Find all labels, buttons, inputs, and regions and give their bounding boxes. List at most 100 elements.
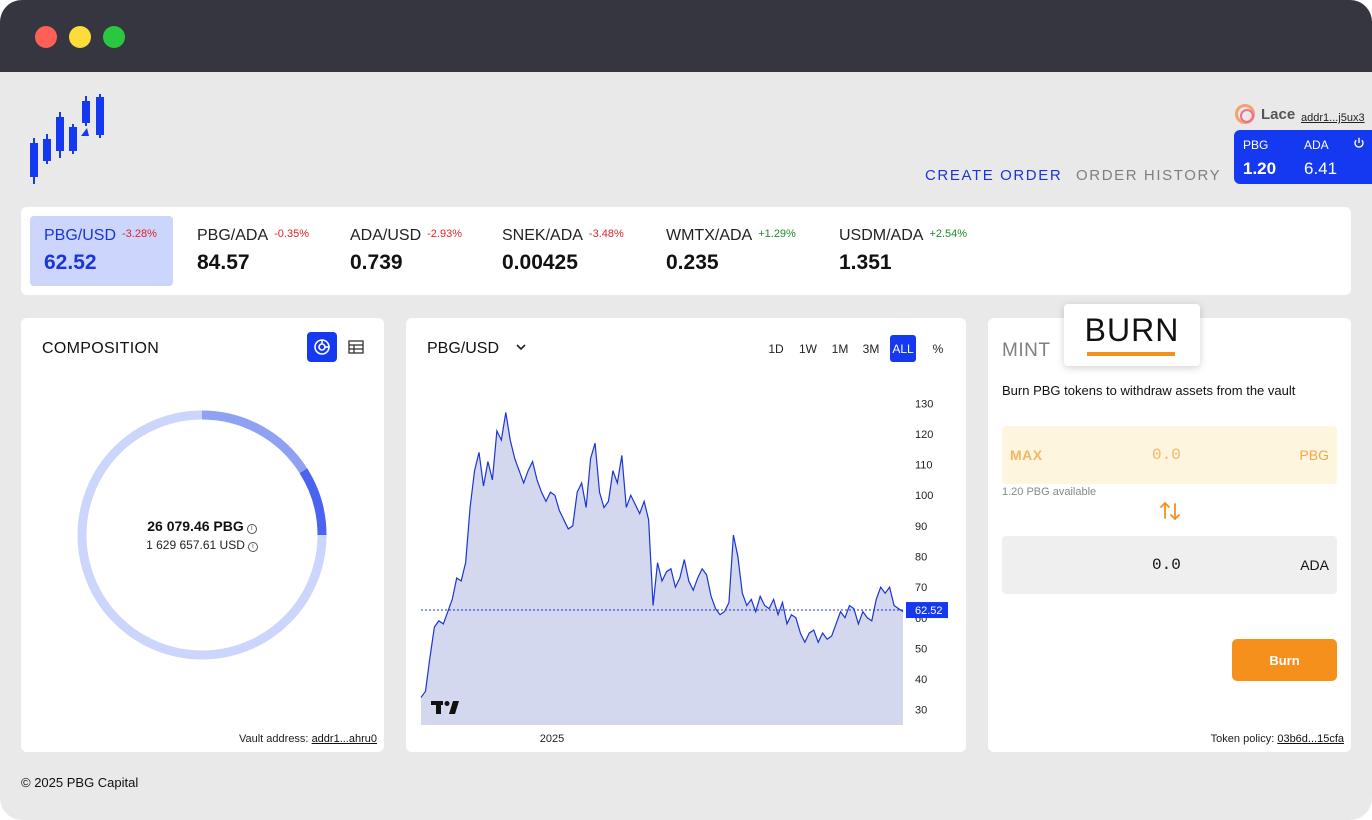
ticker-pair: SNEK/ADA	[502, 227, 583, 244]
donut-segment-1[interactable]	[299, 468, 327, 536]
current-price-label: 62.52	[915, 605, 943, 617]
timeframe-all-button[interactable]: ALL	[890, 335, 916, 362]
tab-burn-label: BURN	[1084, 312, 1180, 348]
chevron-down-icon[interactable]	[514, 340, 528, 354]
output-token-label: ADA	[1300, 557, 1329, 573]
vault-address-link[interactable]: addr1...ahru0	[311, 733, 377, 745]
composition-donut-chart[interactable]	[73, 406, 331, 664]
ticker-pair: WMTX/ADA	[666, 227, 753, 244]
ticker-pbg-usd[interactable]: PBG/USD -3.28% 62.52	[30, 216, 173, 286]
ticker-pair: PBG/ADA	[197, 227, 269, 244]
available-balance: 1.20 PBG available	[1002, 486, 1097, 498]
total-pbg-value: 26 079.46 PBG	[147, 518, 244, 534]
vault-address: Vault address: addr1...ahru0	[239, 733, 377, 745]
x-tick-label: 2025	[540, 733, 564, 745]
nav-create-order[interactable]: CREATE ORDER	[925, 167, 1063, 184]
timeframe-1m-button[interactable]: 1M	[831, 341, 849, 356]
footer-copyright: © 2025 PBG Capital	[21, 775, 139, 790]
tab-burn[interactable]: BURN	[1064, 304, 1200, 366]
active-tab-underline	[1087, 352, 1175, 356]
wallet-balance-panel: PBG ADA 1.20 6.41	[1234, 130, 1372, 184]
donut-view-button[interactable]	[307, 332, 337, 362]
burn-button[interactable]: Burn	[1232, 639, 1337, 681]
current-price-tag	[906, 602, 948, 619]
wallet-token-2-label: ADA	[1304, 138, 1329, 152]
ticker-pair: PBG/USD	[44, 227, 117, 244]
y-tick-label: 120	[915, 429, 933, 441]
y-tick-label: 50	[915, 643, 927, 655]
ticker-price: 0.235	[666, 251, 719, 274]
ticker-wmtx-ada[interactable]: WMTX/ADA +1.29% 0.235	[666, 216, 796, 286]
table-view-button[interactable]	[343, 332, 369, 362]
ticker-usdm-ada[interactable]: USDM/ADA +2.54% 1.351	[839, 216, 967, 286]
ticker-change: -3.28%	[122, 228, 157, 240]
receive-output-value: 0.0	[1152, 556, 1181, 574]
token-policy-label: Token policy:	[1210, 733, 1275, 745]
power-icon[interactable]	[1353, 137, 1365, 149]
ticker-change: +2.54%	[929, 228, 968, 240]
title-bar	[0, 0, 1372, 72]
maximize-window-button[interactable]	[103, 26, 125, 48]
token-policy: Token policy: 03b6d...15cfa	[1211, 733, 1344, 745]
wallet-token-1-label: PBG	[1243, 138, 1269, 152]
token-policy-link[interactable]: 03b6d...15cfa	[1277, 733, 1344, 745]
ticker-change: -2.93%	[427, 228, 462, 240]
ticker-price: 84.57	[197, 251, 250, 274]
wallet-address-link[interactable]: addr1...j5ux3	[1301, 112, 1365, 124]
y-tick-label: 110	[915, 460, 933, 472]
max-button[interactable]: MAX	[1010, 447, 1043, 463]
ticker-change: -0.35%	[274, 228, 309, 240]
timeframe-1d-button[interactable]: 1D	[768, 341, 784, 356]
wallet-name-label: Lace	[1261, 105, 1296, 123]
price-area-fill	[421, 412, 903, 725]
total-usd-value: 1 629 657.61 USD	[146, 538, 245, 552]
ticker-change: +1.29%	[758, 228, 796, 240]
info-icon[interactable]: i	[246, 524, 257, 534]
close-window-button[interactable]	[35, 26, 57, 48]
percent-scale-button[interactable]: %	[932, 341, 944, 356]
y-tick-label: 90	[915, 521, 927, 533]
ticker-price: 62.52	[44, 251, 97, 274]
tradingview-logo-icon	[431, 701, 459, 714]
timeframe-1w-button[interactable]: 1W	[799, 341, 817, 356]
y-tick-label: 100	[915, 490, 933, 502]
ticker-bar: PBG/USD -3.28% 62.52 PBG/ADA -0.35% 84.57 …	[21, 207, 1351, 295]
ticker-price: 0.00425	[502, 251, 578, 274]
ticker-pair: USDM/ADA	[839, 227, 924, 244]
ticker-snek-ada[interactable]: SNEK/ADA -3.48% 0.00425	[502, 216, 624, 286]
composition-title: COMPOSITION	[42, 340, 160, 357]
y-tick-label: 30	[915, 705, 927, 717]
composition-totals: 26 079.46 PBG i 1 629 657.61 USD i	[73, 406, 331, 664]
price-series-line	[420, 412, 904, 698]
wallet-token-1-amount: 1.20	[1243, 159, 1277, 178]
burn-description: Burn PBG tokens to withdraw assets from …	[1002, 383, 1296, 398]
nav-order-history[interactable]: ORDER HISTORY	[1076, 167, 1222, 184]
ticker-change: -3.48%	[588, 228, 624, 240]
burn-input-value[interactable]: 0.0	[1152, 446, 1181, 464]
burn-input-field[interactable]: MAX 0.0 PBG	[1002, 426, 1337, 484]
vault-address-label: Vault address:	[238, 733, 309, 745]
composition-card: COMPOSITION 26 079.46 PBG i 1 629 657.61 …	[21, 318, 384, 752]
table-icon	[348, 340, 364, 354]
y-tick-label: 130	[915, 398, 933, 410]
timeframe-3m-button[interactable]: 3M	[862, 341, 880, 356]
ticker-ada-usd[interactable]: ADA/USD -2.93% 0.739	[350, 216, 462, 286]
ticker-pbg-ada[interactable]: PBG/ADA -0.35% 84.57	[197, 216, 309, 286]
ticker-pair: ADA/USD	[350, 227, 422, 244]
chart-pair-selector[interactable]: PBG/USD	[427, 340, 500, 357]
donut-segment-3[interactable]	[77, 410, 327, 660]
minimize-window-button[interactable]	[69, 26, 91, 48]
receive-output-field: 0.0 ADA	[1002, 536, 1337, 594]
price-chart-card: PBG/USD 1D 1W 1M 3M ALL % 130 120 110 100 90…	[406, 318, 966, 752]
swap-arrows-icon[interactable]	[1157, 500, 1183, 522]
y-tick-label: 40	[915, 674, 927, 686]
donut-segment-2[interactable]	[201, 410, 308, 474]
tab-mint[interactable]: MINT	[1002, 340, 1051, 361]
info-icon[interactable]: i	[247, 542, 258, 552]
input-token-label: PBG	[1299, 447, 1329, 463]
candlestick-logo-icon[interactable]	[26, 92, 110, 188]
donut-chart-icon	[314, 339, 330, 355]
wallet-name[interactable]: Lace	[1235, 104, 1295, 124]
